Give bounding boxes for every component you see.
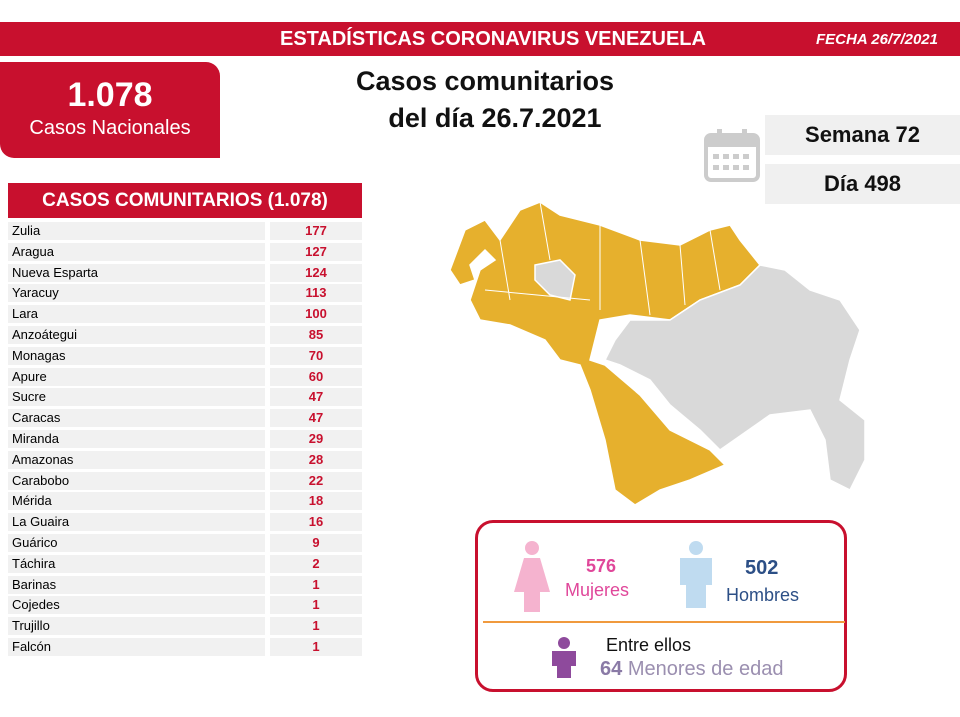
table-row: Guárico 9 <box>8 534 362 552</box>
women-label: Mujeres <box>565 580 630 600</box>
table-row: Lara 100 <box>8 305 362 324</box>
table-row: Zulia 177 <box>8 222 362 240</box>
table-row: Anzoátegui 85 <box>8 326 362 344</box>
state-name: Carabobo <box>8 471 265 490</box>
state-cases: 16 <box>270 513 362 532</box>
table-row: Amazonas 28 <box>8 450 362 469</box>
state-name: Aragua <box>8 242 265 261</box>
state-cases: 47 <box>270 409 362 428</box>
table-row: Trujillo 1 <box>8 617 362 636</box>
heading: del día 26.7.2021 <box>388 103 602 133</box>
minors-label: Menores de edad <box>627 658 784 680</box>
state-name: Sucre <box>8 388 265 407</box>
state-name: Zulia <box>8 222 265 240</box>
table-row: Carabobo 22 <box>8 471 362 490</box>
map <box>449 201 866 506</box>
table-row: Barinas 1 <box>8 575 362 594</box>
state-name: Lara <box>8 305 265 324</box>
calendar-icon <box>704 129 760 182</box>
state-name: Yaracuy <box>8 284 265 303</box>
table-row: Sucre 47 <box>8 388 362 407</box>
state-name: Barinas <box>8 575 265 594</box>
state-name: Cojedes <box>8 596 265 615</box>
men-count: 502 <box>745 557 779 579</box>
table-row: Aragua 127 <box>8 242 362 261</box>
divider <box>483 621 845 623</box>
table-row: Mérida 18 <box>8 492 362 511</box>
state-cases: 47 <box>270 388 362 407</box>
state-cases: 1 <box>270 617 362 636</box>
state-name: Guárico <box>8 534 265 552</box>
state-cases: 127 <box>270 242 362 261</box>
state-name: Apure <box>8 367 265 386</box>
table-title: CASOS COMUNITARIOS (1.078) <box>8 183 362 218</box>
women-count: 576 <box>586 556 617 576</box>
total-box: 1.078 Casos Nacionales <box>0 62 220 158</box>
state-name: Nueva Esparta <box>8 263 265 282</box>
state-cases: 18 <box>270 492 362 511</box>
state-cases: 1 <box>270 596 362 615</box>
state-cases: 1 <box>270 575 362 594</box>
table-row: La Guaira 16 <box>8 513 362 532</box>
state-name: Falcón <box>8 638 265 656</box>
state-cases: 28 <box>270 450 362 469</box>
state-cases: 22 <box>270 471 362 490</box>
state-cases: 1 <box>270 638 362 656</box>
total-label: Casos Nacionales <box>29 117 191 139</box>
week-box: Semana 72 <box>765 115 960 155</box>
header-title: ESTADÍSTICAS CORONAVIRUS VENEZUELA <box>280 28 706 50</box>
table-row: Monagas 70 <box>8 346 362 365</box>
state-name: Anzoátegui <box>8 326 265 344</box>
state-cases: 100 <box>270 305 362 324</box>
table-row: Caracas 47 <box>8 409 362 428</box>
state-name: Táchira <box>8 554 265 573</box>
state-name: La Guaira <box>8 513 265 532</box>
state-name: Amazonas <box>8 450 265 469</box>
minors-intro: Entre ellos <box>606 635 692 655</box>
state-name: Monagas <box>8 346 265 365</box>
minors: 64 Menores de edad <box>600 658 783 681</box>
table-row: Miranda 29 <box>8 430 362 448</box>
state-name: Caracas <box>8 409 265 428</box>
table-row: Cojedes 1 <box>8 596 362 615</box>
state-cases: 2 <box>270 554 362 573</box>
child-icon <box>552 637 576 678</box>
total-value: 1.078 <box>67 76 153 114</box>
table-row: Falcón 1 <box>8 638 362 656</box>
state-name: Trujillo <box>8 617 265 636</box>
man-icon <box>680 541 712 608</box>
state-cases: 9 <box>270 534 362 552</box>
state-cases: 29 <box>270 430 362 448</box>
state-name: Mérida <box>8 492 265 511</box>
state-cases: 177 <box>270 222 362 240</box>
table-row: Apure 60 <box>8 367 362 386</box>
header: ESTADÍSTICAS CORONAVIRUS VENEZUELA FECHA… <box>0 22 960 56</box>
minors-count: 64 <box>600 658 623 680</box>
state-cases: 113 <box>270 284 362 303</box>
table-row: Nueva Esparta 124 <box>8 263 362 282</box>
men-label: Hombres <box>726 585 800 605</box>
state-cases: 124 <box>270 263 362 282</box>
table-row: Táchira 2 <box>8 554 362 573</box>
state-name: Miranda <box>8 430 265 448</box>
state-cases: 85 <box>270 326 362 344</box>
woman-icon <box>514 541 550 612</box>
state-cases: 60 <box>270 367 362 386</box>
day-box: Día 498 <box>765 164 960 204</box>
gender-box <box>475 520 847 692</box>
table-row: Yaracuy 113 <box>8 284 362 303</box>
header-date: FECHA 26/7/2021 <box>815 31 938 48</box>
heading: Casos comunitarios <box>355 66 615 96</box>
state-cases: 70 <box>270 346 362 365</box>
